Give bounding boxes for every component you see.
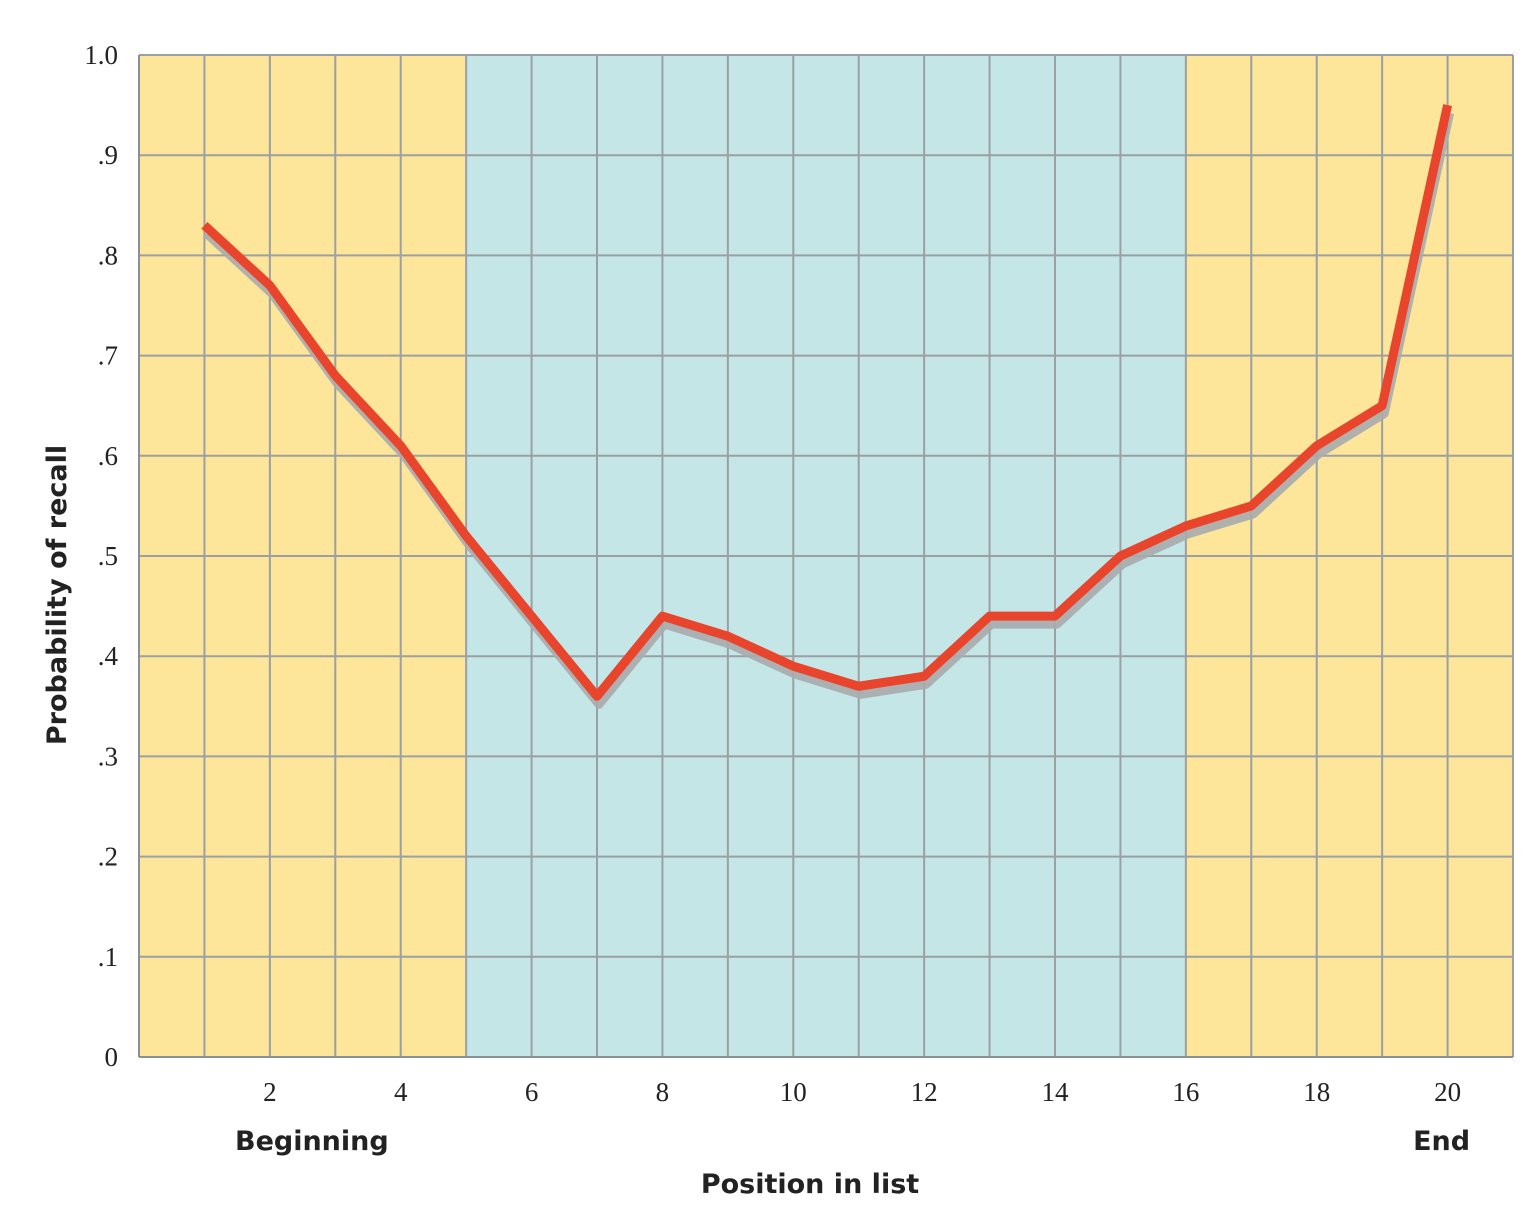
y-tick-label: .8 <box>98 240 118 270</box>
series-lines <box>201 104 1454 709</box>
y-tick-label: .1 <box>98 942 118 972</box>
y-tick-label: 1.0 <box>84 40 118 70</box>
y-tick-label: .6 <box>98 441 118 471</box>
y-tick-label: .5 <box>98 541 118 571</box>
y-tick-label: .2 <box>98 842 118 872</box>
y-tick-label: .9 <box>98 140 118 170</box>
x-annotations: Beginning End <box>235 1126 1470 1157</box>
x-tick-label: 6 <box>525 1077 539 1107</box>
y-tick-label: .4 <box>98 641 119 671</box>
x-axis-title: Position in list <box>701 1169 919 1200</box>
x-tick-label: 20 <box>1434 1077 1461 1107</box>
x-annotation-beginning: Beginning <box>235 1126 389 1157</box>
x-tick-label: 16 <box>1172 1077 1199 1107</box>
x-tick-label: 18 <box>1303 1077 1330 1107</box>
x-tick-label: 12 <box>911 1077 938 1107</box>
x-tick-label: 4 <box>394 1077 408 1107</box>
axes <box>138 54 1514 1058</box>
x-tick-label: 14 <box>1042 1077 1070 1107</box>
x-tick-labels: 2 4 6 8 10 12 14 16 18 20 <box>263 1077 1461 1107</box>
y-tick-label: 0 <box>105 1042 119 1072</box>
y-tick-labels: 0 .1 .2 .3 .4 .5 .6 .7 .8 .9 1.0 <box>84 40 118 1072</box>
x-tick-label: 2 <box>263 1077 277 1107</box>
series-line-1 <box>201 104 1452 701</box>
y-tick-label: .7 <box>98 341 118 371</box>
y-axis-title: Probability of recall <box>42 445 73 745</box>
y-tick-label: .3 <box>98 741 118 771</box>
x-tick-label: 8 <box>656 1077 670 1107</box>
x-annotation-end: End <box>1413 1126 1470 1157</box>
x-tick-label: 10 <box>780 1077 807 1107</box>
grid-lines <box>139 55 1513 1057</box>
